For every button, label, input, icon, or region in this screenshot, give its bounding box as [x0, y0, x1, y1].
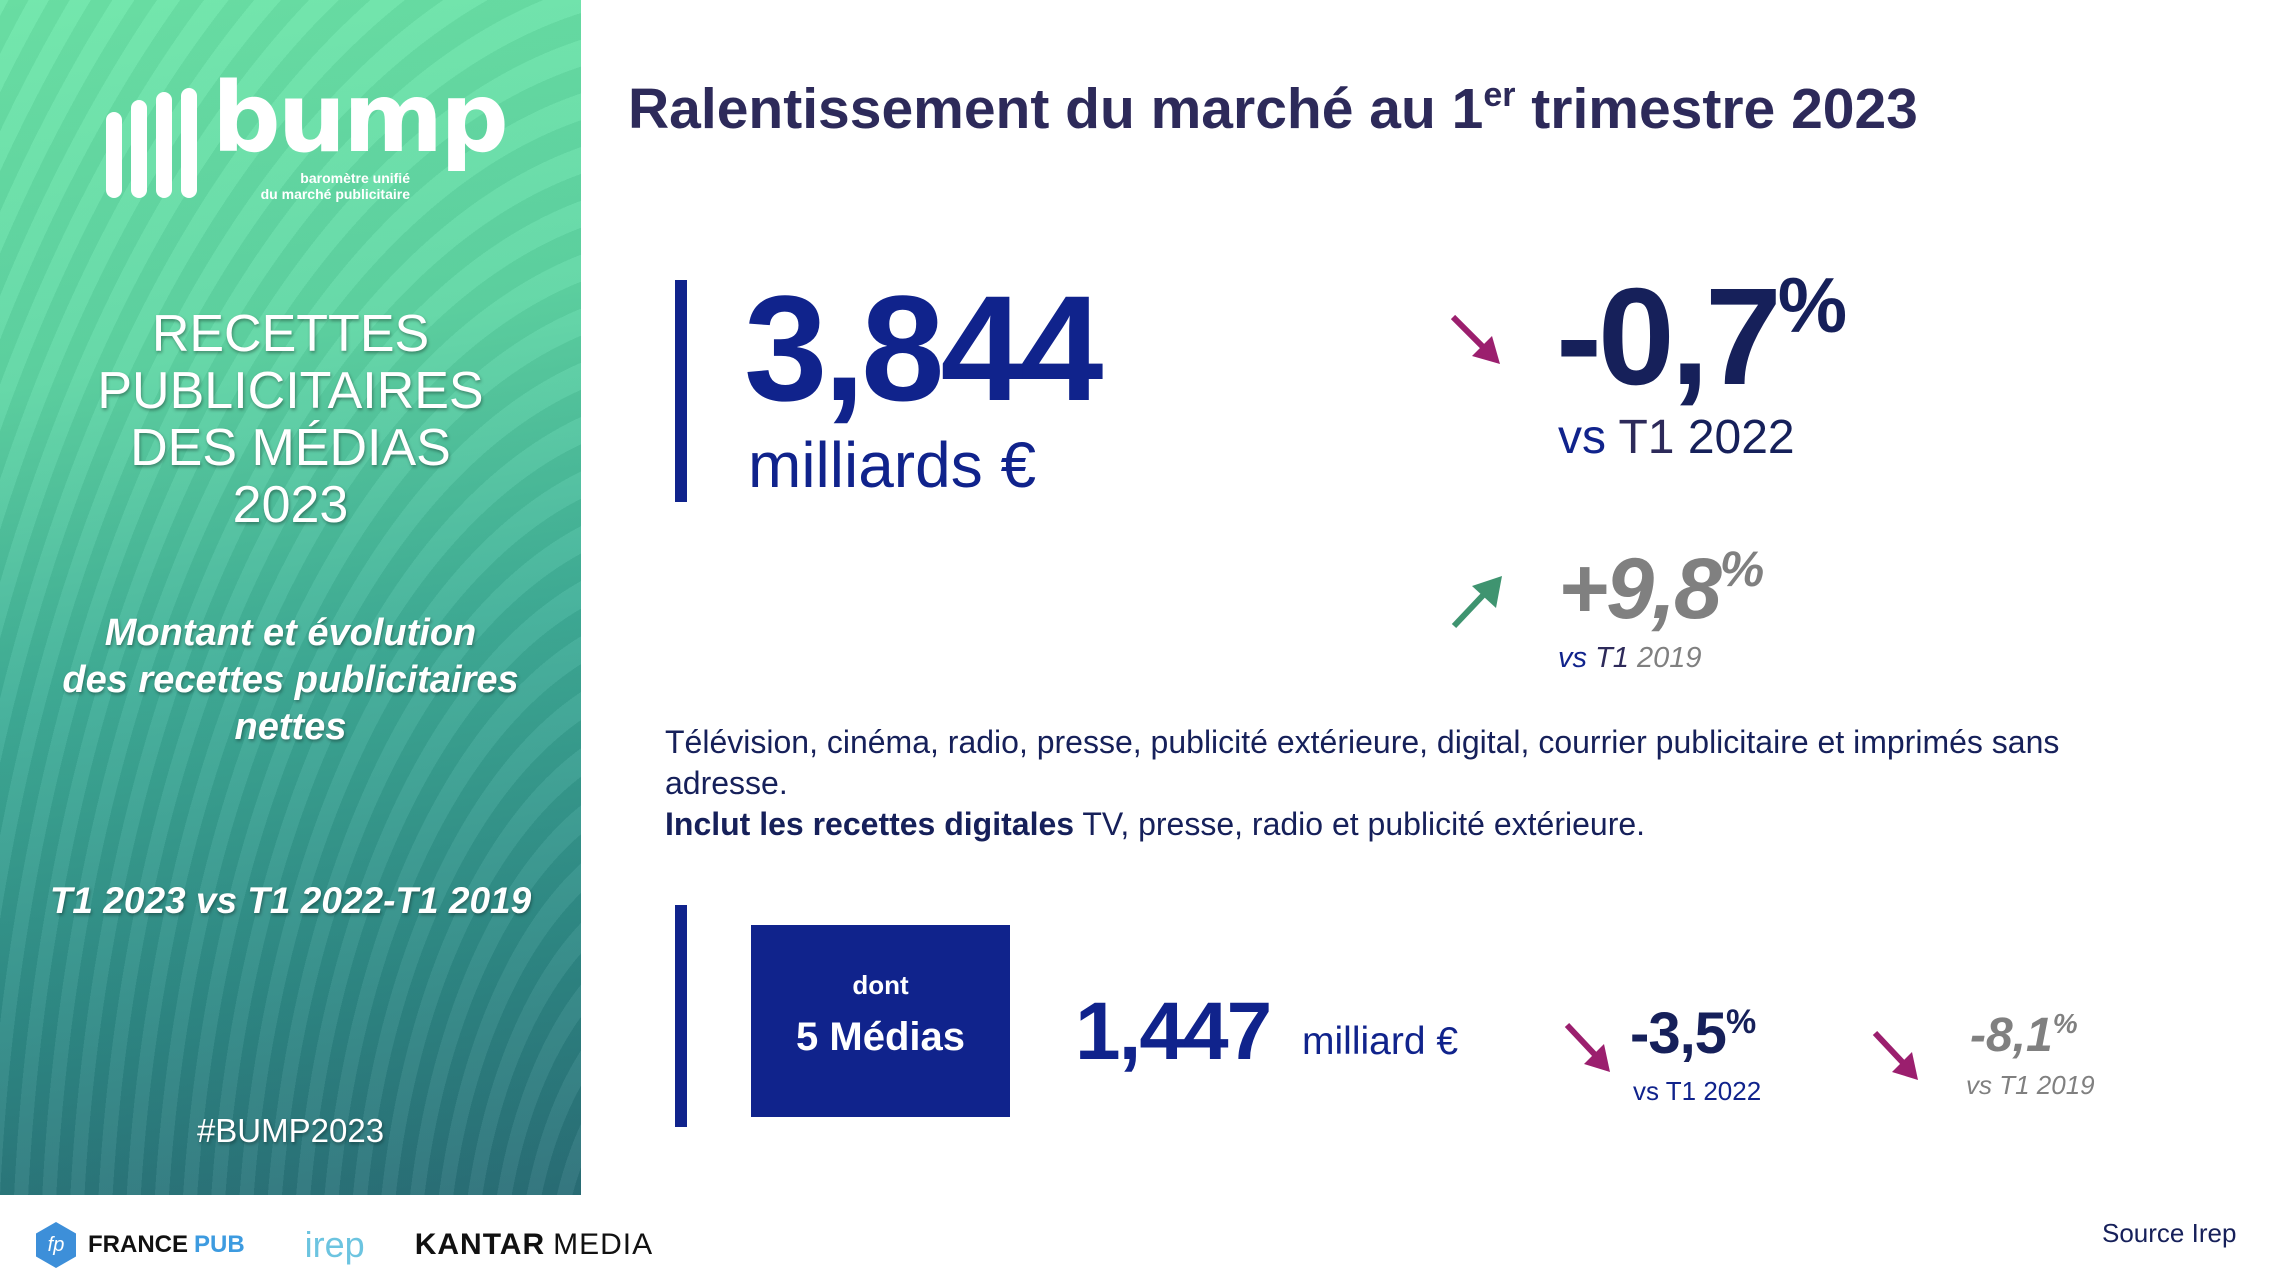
- description-line: Télévision, cinéma, radio, presse, publi…: [665, 724, 2060, 801]
- subtitle-line: nettes: [234, 706, 347, 748]
- heading-line: DES MÉDIAS: [130, 419, 451, 477]
- change-2019-label: vs T1 2019: [1558, 642, 1702, 674]
- total-unit: milliards €: [748, 429, 1037, 501]
- arrow-down-icon: [1872, 1030, 1918, 1080]
- kantar-logo: KANTAR: [414, 1228, 546, 1261]
- sidebar-period: T1 2023 vs T1 2022-T1 2019: [49, 880, 532, 921]
- subtitle-line: des recettes publicitaires: [62, 659, 519, 701]
- five-change-2022-label: vs T1 2022: [1633, 1076, 1762, 1106]
- five-media-box: dont 5 Médias: [751, 925, 1010, 1117]
- sidebar-heading: RECETTES PUBLICITAIRES DES MÉDIAS 2023: [0, 306, 581, 534]
- accent-bar: [675, 280, 687, 502]
- heading-line: PUBLICITAIRES: [97, 362, 484, 420]
- tagline-1: baromètre unifié: [300, 170, 410, 186]
- sidebar-panel: bump baromètre unifié du marché publicit…: [0, 0, 581, 1195]
- bump-logo: bump baromètre unifié du marché publicit…: [0, 0, 581, 220]
- box-small: dont: [852, 970, 909, 1000]
- change-2022-value: -0,7%: [1556, 260, 1847, 414]
- logo-tagline: baromètre unifié du marché publicitaire: [230, 170, 410, 202]
- five-change-2019-value: -8,1%: [1970, 1008, 2078, 1062]
- box-big: 5 Médias: [796, 1015, 965, 1059]
- change-2019-value: +9,8%: [1558, 541, 1764, 637]
- subtitle-line: Montant et évolution: [104, 612, 477, 654]
- france-pub-logo-pub: PUB: [194, 1231, 245, 1258]
- arrow-down-icon: [1450, 314, 1500, 364]
- france-pub-icon: fp: [36, 1222, 76, 1268]
- heading-line: 2023: [232, 476, 349, 534]
- logo-bar-icon: [181, 88, 197, 198]
- description: Télévision, cinéma, radio, presse, publi…: [665, 722, 2105, 845]
- kantar-media-logo: MEDIA: [553, 1228, 654, 1261]
- source-label: Source Irep: [2102, 1218, 2237, 1248]
- tagline-2: du marché publicitaire: [260, 186, 410, 202]
- accent-bar: [675, 905, 687, 1127]
- sidebar-hashtag: #BUMP2023: [196, 1112, 385, 1149]
- change-2022-label: vs T1 2022: [1558, 411, 1795, 464]
- five-media-unit: milliard €: [1302, 1020, 1459, 1063]
- logo-bar-icon: [106, 112, 122, 198]
- logo-word: bump: [212, 62, 509, 174]
- logo-bar-icon: [156, 92, 172, 198]
- partner-logos: fp FRANCE PUB irep KANTAR MEDIA: [36, 1220, 653, 1270]
- description-digital: Inclut les recettes digitales TV, presse…: [665, 806, 1646, 842]
- total-value: 3,844: [744, 264, 1103, 432]
- page-title: Ralentissement du marché au 1er trimestr…: [628, 76, 1918, 141]
- sidebar-subtitle: Montant et évolution des recettes public…: [0, 610, 581, 751]
- heading-line: RECETTES: [151, 305, 430, 363]
- five-change-2019-label: vs T1 2019: [1966, 1070, 2095, 1100]
- logo-bar-icon: [131, 100, 147, 198]
- irep-logo: irep: [304, 1224, 365, 1265]
- arrow-down-icon: [1564, 1022, 1610, 1072]
- france-pub-logo: FRANCE: [88, 1231, 188, 1258]
- five-change-2022-value: -3,5%: [1630, 1001, 1756, 1066]
- five-media-value: 1,447: [1075, 986, 1272, 1077]
- arrow-up-icon: [1451, 576, 1502, 629]
